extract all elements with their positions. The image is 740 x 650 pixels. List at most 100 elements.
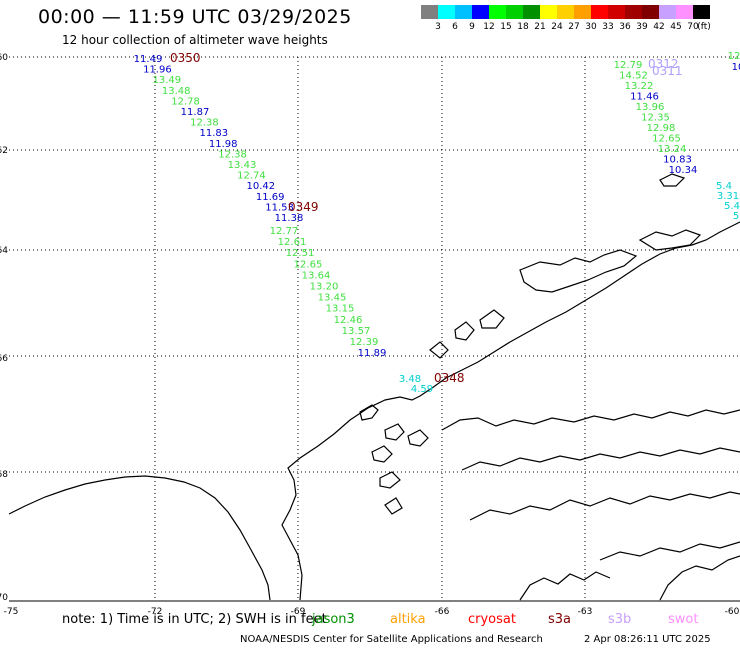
wave-height-point: 12.38 <box>190 118 219 129</box>
latitude-label: -68 <box>0 470 8 480</box>
longitude-label: -69 <box>291 607 306 617</box>
longitude-label: -60 <box>725 607 740 617</box>
color-scale-label: 9 <box>469 22 475 32</box>
wave-height-point: 12.46 <box>334 315 363 326</box>
wave-height-point: 13.15 <box>326 304 355 315</box>
wave-height-point: 10.34 <box>669 165 698 176</box>
color-scale-label: (ft) <box>697 22 711 32</box>
satellite-legend-entry: s3b <box>608 612 632 627</box>
wave-height-point: 12.65 <box>294 259 323 270</box>
wave-height-point: 11.69 <box>256 192 285 203</box>
wave-height-point: 12.38 <box>218 149 247 160</box>
wave-height-point: 13.96 <box>636 102 665 113</box>
wave-height-point: 3.48 <box>399 374 421 385</box>
wave-height-point: 5.4 <box>716 181 732 192</box>
color-scale-label: 30 <box>585 22 597 32</box>
color-scale-label: 21 <box>534 22 546 32</box>
color-scale-labels: 3 6 9 12 15 18 21 24 27 30 33 36 39 42 45 70 (ft) <box>421 22 731 34</box>
wave-height-point: 13.48 <box>162 86 191 97</box>
timestamp-text: 2 Apr 08:26:11 UTC 2025 <box>584 634 711 645</box>
wave-height-point: 13.43 <box>228 160 257 171</box>
satellite-legend-entry: altika <box>390 612 426 627</box>
wave-height-point: 13.45 <box>318 293 347 304</box>
color-swatch <box>421 5 438 19</box>
wave-height-point: 5.4 <box>724 201 740 212</box>
wave-height-point: 12.77 <box>270 226 299 237</box>
color-scale-label: 24 <box>551 22 563 32</box>
color-swatch <box>574 5 591 19</box>
map-title: 00:00 — 11:59 UTC 03/29/2025 <box>38 6 352 28</box>
wave-height-point: 13.24 <box>658 144 687 155</box>
wave-height-point: 11.87 <box>181 107 210 118</box>
color-swatch <box>557 5 574 19</box>
coastline <box>8 173 740 601</box>
wave-height-point: 12.98 <box>647 123 676 134</box>
color-scale-label: 45 <box>670 22 682 32</box>
satellite-pass-track: 5.43.315.45 <box>716 181 740 222</box>
color-swatch <box>642 5 659 19</box>
color-scale-label: 15 <box>500 22 512 32</box>
wave-height-point: 3.31 <box>717 191 739 202</box>
map-subtitle: 12 hour collection of altimeter wave hei… <box>62 33 328 47</box>
color-scale-label: 27 <box>568 22 580 32</box>
graticule <box>9 56 740 601</box>
satellite-legend-entry: s3a <box>548 612 572 627</box>
color-swatch <box>523 5 540 19</box>
wave-height-point: 10 <box>732 62 740 73</box>
wave-height-point: 11.89 <box>358 348 387 359</box>
color-scale-label: 6 <box>452 22 458 32</box>
latitude-label: -66 <box>0 354 8 364</box>
axis-labels: -60 -62 -64 -66 -68 -70 -75 -72 -69 -66 -63 -60 <box>0 53 740 617</box>
satellite-legend-entry: cryosat <box>468 612 516 627</box>
credit-text: NOAA/NESDIS Center for Satellite Applica… <box>240 634 543 645</box>
wave-height-point: 12.78 <box>171 96 200 107</box>
color-scale-label: 3 <box>435 22 441 32</box>
latitude-label: -60 <box>0 53 8 63</box>
pass-id-label: 0311 <box>652 64 683 78</box>
satellite-pass-track: 12.7914.5213.2211.4613.9612.3512.9812.65… <box>614 57 698 176</box>
satellite-pass-track: 11.4911.9613.4913.4812.7811.8712.3811.83… <box>134 51 304 224</box>
wave-height-point: 11.38 <box>275 213 304 224</box>
altimeter-tracks: 11.4911.9613.4913.4812.7811.8712.3811.83… <box>134 51 740 395</box>
color-scale-label: 70 <box>687 22 699 32</box>
wave-height-point: 13.49 <box>152 75 181 86</box>
latitude-label: -64 <box>0 246 8 256</box>
color-scale-label: 18 <box>517 22 529 32</box>
wave-height-point: 11.49 <box>134 54 163 65</box>
wave-height-point: 12.74 <box>237 171 266 182</box>
wave-height-point: 11.46 <box>630 92 659 103</box>
color-swatch <box>659 5 676 19</box>
color-scale-label: 36 <box>619 22 631 32</box>
pass-id-label: 0350 <box>170 51 201 65</box>
latitude-label: -70 <box>0 593 8 603</box>
longitude-label: -75 <box>4 607 19 617</box>
color-scale-label: 33 <box>602 22 614 32</box>
color-swatch <box>676 5 693 19</box>
longitude-label: -63 <box>578 607 593 617</box>
wave-height-point: 13.64 <box>302 270 331 281</box>
wave-height-point: 12.35 <box>641 113 670 124</box>
wave-height-point: 11.96 <box>143 65 172 76</box>
color-swatch <box>472 5 489 19</box>
color-swatch <box>625 5 642 19</box>
wave-height-point: 11.98 <box>209 139 238 150</box>
color-swatch <box>540 5 557 19</box>
color-swatch <box>506 5 523 19</box>
wave-height-point: 12.79 <box>614 60 643 71</box>
color-swatch <box>693 5 710 19</box>
wave-height-point: 5 <box>733 211 739 222</box>
color-scale-label: 12 <box>483 22 495 32</box>
wave-height-point: 10.83 <box>663 155 692 166</box>
color-swatch <box>591 5 608 19</box>
satellite-pass-track: 12.7712.6112.5112.6513.6413.2013.4513.15… <box>270 200 387 359</box>
color-scale-label: 39 <box>636 22 648 32</box>
wave-height-point: 13.57 <box>342 326 371 337</box>
color-swatch <box>489 5 506 19</box>
wave-height-point: 4.59 <box>411 384 433 395</box>
pass-id-label: 0348 <box>434 371 465 385</box>
wave-height-point: 10.42 <box>246 181 275 192</box>
wave-height-point: 12.39 <box>350 337 379 348</box>
color-swatch <box>455 5 472 19</box>
